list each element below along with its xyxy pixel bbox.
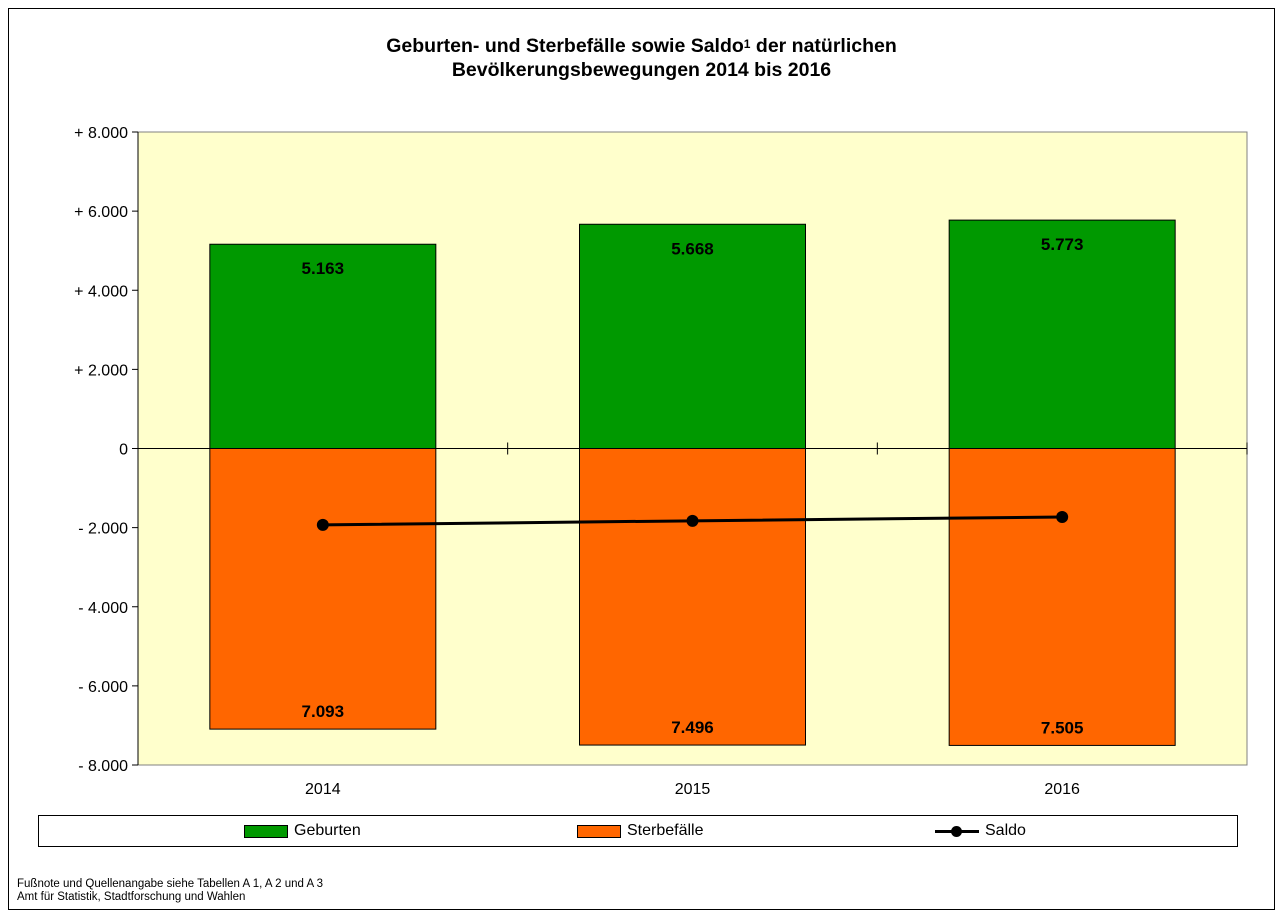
- y-tick-label: 0: [119, 442, 128, 459]
- saldo-point: [316, 518, 329, 531]
- bar-geburten: [579, 223, 806, 449]
- y-tick-label: - 2.000: [78, 521, 128, 538]
- data-label-geburten: 5.668: [671, 239, 714, 258]
- y-tick-label: + 8.000: [74, 125, 128, 142]
- y-tick-label: + 2.000: [74, 362, 128, 379]
- legend-label-geburten: Geburten: [294, 822, 361, 839]
- y-tick-label: - 4.000: [78, 600, 128, 617]
- legend-line-marker-saldo: [935, 824, 979, 838]
- legend-item-saldo: Saldo: [935, 816, 1026, 846]
- legend-item-sterbefaelle: Sterbefälle: [577, 816, 704, 846]
- data-label-geburten: 5.163: [302, 259, 345, 278]
- data-label-sterbefaelle: 7.505: [1041, 718, 1084, 737]
- legend-swatch-sterbefaelle: [577, 824, 621, 838]
- saldo-point: [1056, 511, 1069, 524]
- chart-title: Geburten- und Sterbefälle sowie Saldo1 d…: [8, 34, 1275, 82]
- bar-sterbefaelle: [579, 448, 806, 746]
- title-footnote-mark: 1: [743, 37, 751, 51]
- footnote-office: Amt für Statistik, Stadtforschung und Wa…: [17, 891, 246, 903]
- saldo-point: [686, 514, 699, 527]
- legend-label-saldo: Saldo: [985, 822, 1026, 839]
- data-label-geburten: 5.773: [1041, 235, 1084, 254]
- title-rest: der natürlichen: [750, 35, 897, 57]
- bar-sterbefaelle: [209, 448, 437, 730]
- legend-item-geburten: Geburten: [244, 816, 361, 846]
- y-tick-label: - 8.000: [78, 758, 128, 775]
- footnote-source: Fußnote und Quellenangabe siehe Tabellen…: [17, 878, 324, 890]
- legend-label-sterbefaelle: Sterbefälle: [627, 822, 704, 839]
- legend: Geburten Sterbefälle Saldo: [38, 815, 1238, 847]
- bar-geburten: [948, 219, 1176, 449]
- footnote: Fußnote und Quellenangabe siehe Tabellen…: [17, 878, 323, 904]
- x-tick-label: 2015: [675, 781, 711, 798]
- title-line2: Bevölkerungsbewegungen 2014 bis 2016: [451, 59, 832, 81]
- legend-swatch-geburten: [244, 824, 288, 838]
- y-tick-label: + 4.000: [74, 283, 128, 300]
- x-tick-label: 2014: [305, 781, 341, 798]
- bar-sterbefaelle: [948, 448, 1176, 746]
- y-tick-label: - 6.000: [78, 679, 128, 696]
- bar-geburten: [209, 243, 437, 449]
- data-label-sterbefaelle: 7.093: [302, 702, 345, 721]
- data-label-sterbefaelle: 7.496: [671, 718, 714, 737]
- title-main: Geburten- und Sterbefälle sowie Saldo: [386, 35, 744, 57]
- y-tick-label: + 6.000: [74, 204, 128, 221]
- x-tick-label: 2016: [1044, 781, 1080, 798]
